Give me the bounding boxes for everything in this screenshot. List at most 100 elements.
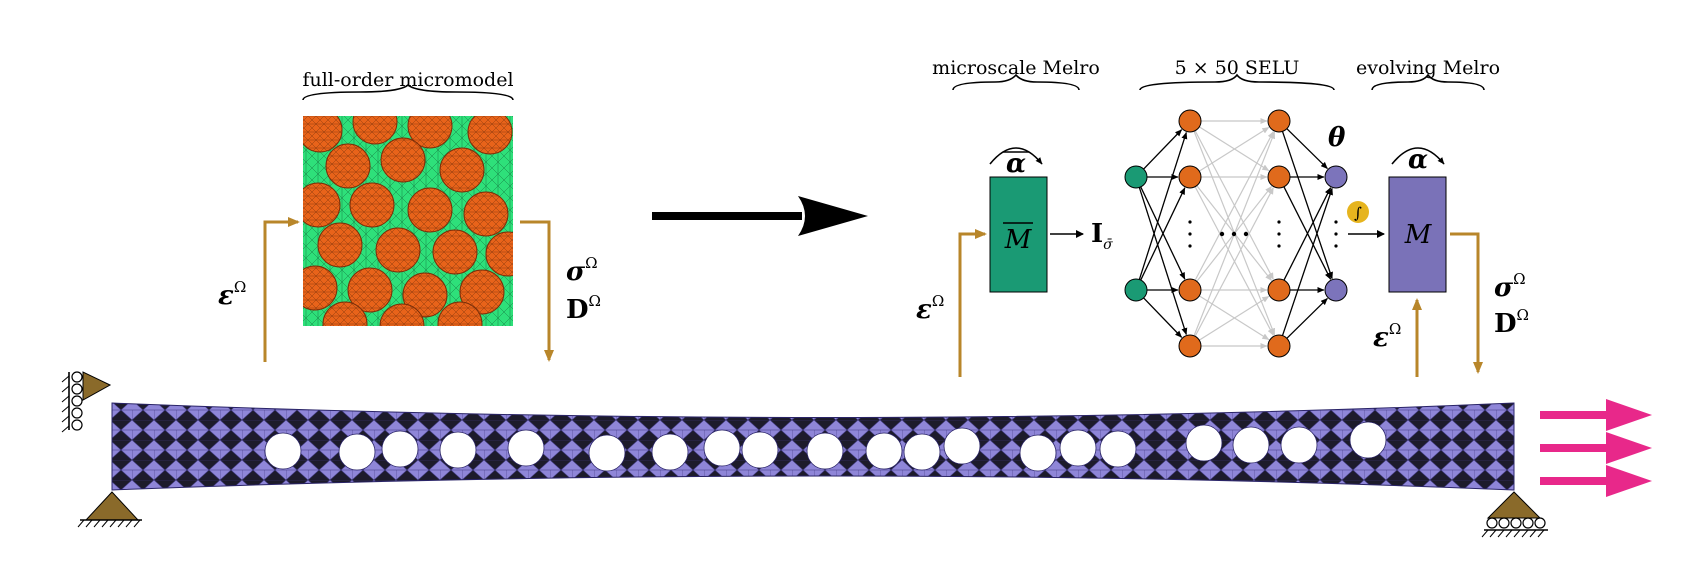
fiber-inclusion	[303, 116, 343, 153]
melro-strain-arrow	[958, 229, 987, 377]
beam-hole	[806, 432, 844, 470]
hidden-node	[1178, 109, 1202, 133]
network-nodes	[1124, 109, 1348, 358]
beam-hole	[703, 429, 741, 467]
load-arrows	[1540, 399, 1652, 497]
beam-hole	[507, 429, 545, 467]
beam-hole	[381, 430, 419, 468]
network-edge	[1286, 128, 1328, 170]
fiber-inclusion	[352, 116, 398, 145]
alpha-bar-loop	[989, 147, 1043, 165]
ellipsis-dot	[1219, 231, 1225, 237]
fiber-inclusion	[407, 116, 453, 149]
micro-strain-arrow	[263, 217, 300, 362]
micromodel-header: full-order micromodel	[302, 69, 513, 91]
hidden-node	[1178, 334, 1202, 358]
beam-hole	[588, 434, 626, 472]
ellipsis-dot	[1277, 244, 1281, 248]
beam-hole	[1349, 421, 1387, 459]
fiber-inclusion	[347, 267, 393, 313]
activation-icon	[1347, 201, 1369, 223]
ellipsis-dot	[1334, 244, 1338, 248]
fiber-inclusion	[317, 222, 363, 268]
hidden-node	[1178, 278, 1202, 302]
ellipsis-dot	[1334, 220, 1338, 224]
fiber-inclusion	[402, 272, 448, 318]
fiber-inclusion	[485, 231, 513, 277]
hidden-node	[1267, 109, 1291, 133]
fiber-inclusion	[439, 147, 485, 193]
network-edge	[1143, 129, 1183, 170]
microscale-melro-group: microscale Melro α M Iσ̄ εΩ	[916, 57, 1113, 377]
fiber-inclusion	[432, 229, 478, 275]
melro-strain-label: εΩ	[916, 292, 944, 325]
micromodel-brace	[302, 83, 514, 101]
alpha-loop	[1391, 147, 1445, 165]
beam-hole	[439, 431, 477, 469]
evolving-stress-label: σΩ	[1494, 270, 1526, 303]
theta-label: θ	[1328, 123, 1346, 153]
evolving-melro-box	[1388, 176, 1447, 293]
fiber-inclusion	[303, 265, 338, 311]
beam-hole	[1185, 424, 1223, 462]
fiber-inclusion	[459, 269, 505, 315]
network-edge	[1138, 187, 1188, 336]
network-header: 5 × 50 SELU	[1175, 57, 1300, 79]
beam-hole	[338, 433, 376, 471]
beam-hole	[1232, 426, 1270, 464]
ellipsis-dot	[1277, 232, 1281, 236]
fiber-inclusion	[407, 187, 453, 233]
evolving-strain-label: εΩ	[1373, 320, 1401, 353]
model-bar-label: M	[1004, 225, 1033, 255]
beam-group	[61, 371, 1652, 538]
hidden-node	[1267, 334, 1291, 358]
alpha-bar-label: α	[1006, 149, 1026, 179]
fiber-inclusion	[375, 227, 421, 273]
ellipsis-dot	[1188, 220, 1192, 224]
network-edge	[1194, 187, 1274, 337]
network-edge	[1194, 131, 1274, 281]
fiber-inclusion	[437, 301, 483, 326]
network-edge	[1281, 187, 1333, 336]
fiber-inclusion	[463, 191, 509, 237]
hidden-node	[1267, 165, 1291, 189]
microscale-melro-box	[989, 176, 1048, 293]
beam-hole	[1019, 434, 1057, 472]
beam-hole	[741, 431, 779, 469]
left-pin-support	[77, 491, 142, 528]
beam-hole	[1059, 429, 1097, 467]
beam-holes	[264, 421, 1387, 472]
fiber-inclusion	[325, 143, 371, 189]
output-node	[1324, 165, 1348, 189]
left-roller-support	[61, 371, 112, 433]
network-edge	[1286, 297, 1328, 339]
output-node	[1324, 278, 1348, 302]
micro-strain-label: εΩ	[218, 278, 246, 311]
alpha-label: α	[1408, 145, 1428, 175]
micro-tangent-label: DΩ	[566, 292, 601, 325]
micro-stress-label: σΩ	[566, 254, 598, 287]
ellipsis-dot	[1243, 231, 1249, 237]
input-node	[1124, 165, 1148, 189]
hidden-node	[1178, 165, 1202, 189]
network-edge	[1283, 187, 1332, 281]
beam-hole	[943, 427, 981, 465]
network-edge	[1198, 295, 1270, 341]
right-roller-support	[1481, 491, 1548, 538]
beam-hole	[865, 432, 903, 470]
micromodel-fibers	[303, 116, 513, 326]
model-label: M	[1404, 220, 1433, 250]
ellipsis-dot	[1277, 220, 1281, 224]
fiber-inclusion	[322, 301, 368, 326]
microscale-header: microscale Melro	[932, 57, 1100, 79]
micromodel-group: full-order micromodel εΩ σΩ DΩ	[218, 69, 601, 362]
beam-hole	[903, 433, 941, 471]
evolving-melro-group: evolving Melro α M ∫ εΩ σΩ DΩ	[1347, 57, 1529, 377]
evolving-brace	[1371, 73, 1485, 91]
ellipsis-dot	[1188, 232, 1192, 236]
ellipsis-dot	[1231, 231, 1237, 237]
network-edge	[1198, 126, 1270, 172]
evolving-header: evolving Melro	[1356, 57, 1500, 79]
fiber-inclusion	[379, 303, 425, 326]
